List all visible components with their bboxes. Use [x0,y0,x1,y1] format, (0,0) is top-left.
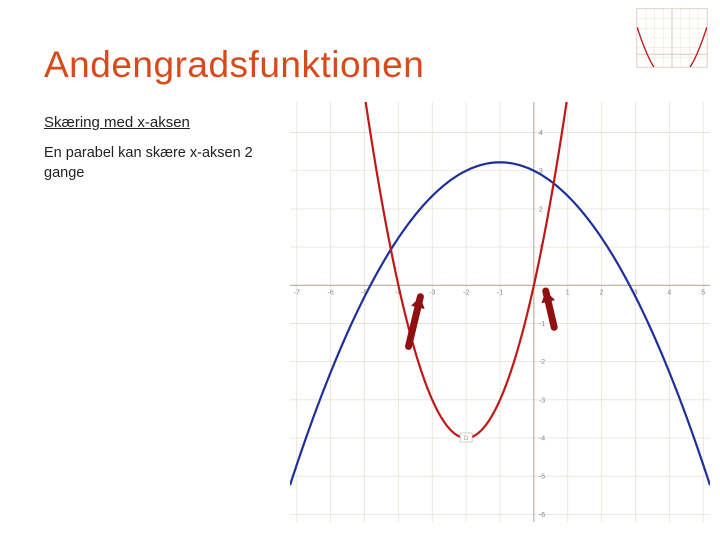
thumb-svg [637,9,707,67]
svg-text:4: 4 [667,289,671,296]
svg-text:1: 1 [566,289,570,296]
svg-text:-6: -6 [539,512,545,519]
svg-text:2: 2 [539,206,543,213]
svg-text:-2: -2 [539,359,545,366]
svg-text:-2: -2 [463,289,469,296]
svg-text:-4: -4 [539,436,545,443]
svg-text:-1: -1 [497,289,503,296]
svg-text:4: 4 [539,130,543,137]
svg-text:-5: -5 [539,474,545,481]
subtitle: Skæring med x-aksen [44,114,190,131]
svg-text:5: 5 [701,289,705,296]
svg-text:-3: -3 [539,397,545,404]
vertex-label: D [464,436,469,442]
svg-text:-7: -7 [294,289,300,296]
corner-thumbnail [636,8,708,68]
chart-svg: -7-6-5-4-3-2-112345-6-5-4-3-2-11234D [290,102,710,522]
svg-text:-3: -3 [429,289,435,296]
main-chart: -7-6-5-4-3-2-112345-6-5-4-3-2-11234D [290,102,710,522]
page-title: Andengradsfunktionen [44,44,424,86]
svg-text:-6: -6 [328,289,334,296]
svg-text:-1: -1 [539,321,545,328]
svg-text:2: 2 [600,289,604,296]
body-text: En parabel kan skære x-aksen 2 gange [44,144,274,183]
